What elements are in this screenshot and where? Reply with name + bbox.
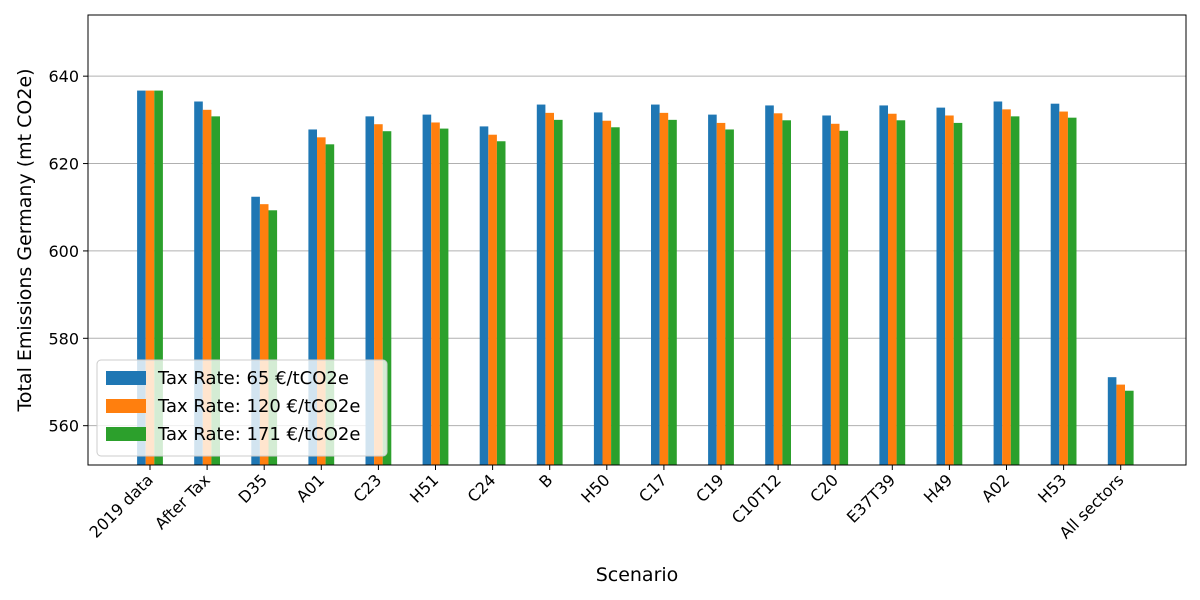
bar [374, 124, 383, 465]
bar [993, 101, 1003, 465]
bars [137, 90, 1134, 466]
bar [488, 134, 497, 465]
bar [154, 90, 163, 465]
bar [1125, 390, 1134, 465]
bar [773, 113, 783, 466]
bar [879, 105, 888, 465]
y-axis-ticks: 560 580 600 620 640 [48, 67, 88, 436]
bar [211, 116, 220, 466]
legend-swatch [106, 371, 146, 385]
x-tick-label: H50 [577, 470, 613, 506]
legend-label: Tax Rate: 65 €/tCO2e [157, 368, 349, 389]
x-tick-label: 2019 data [86, 470, 157, 541]
bar [1116, 384, 1125, 465]
bar [251, 196, 260, 465]
legend-swatch [106, 427, 146, 441]
bar [765, 105, 774, 465]
bar [822, 115, 831, 466]
x-tick-label: H53 [1034, 470, 1070, 506]
bar [716, 122, 726, 465]
bar [259, 204, 269, 466]
y-tick-label: 640 [48, 67, 79, 86]
bar [439, 128, 449, 465]
bar [725, 129, 734, 465]
bar [545, 112, 554, 466]
bar [496, 141, 506, 465]
bar [611, 127, 620, 465]
bar [651, 104, 660, 465]
bar [422, 114, 432, 466]
x-tick-label: D35 [234, 470, 271, 507]
x-tick-label: E37T39 [843, 470, 899, 526]
x-tick-label: C23 [349, 470, 385, 506]
bar [593, 112, 603, 466]
bar [145, 90, 155, 465]
legend-label: Tax Rate: 120 €/tCO2e [157, 396, 360, 417]
bar [431, 122, 440, 465]
bar [317, 137, 326, 465]
x-tick-label: After Tax [151, 470, 214, 533]
bar [782, 120, 791, 465]
bar [365, 116, 375, 466]
legend-swatch [106, 399, 146, 413]
x-axis-label: Scenario [596, 564, 679, 586]
bar [945, 115, 954, 466]
y-tick-label: 600 [48, 242, 79, 261]
bar [536, 104, 546, 465]
bar [896, 120, 906, 465]
bar [602, 120, 612, 465]
bar [668, 119, 677, 465]
bar [1010, 116, 1020, 466]
x-tick-label: A02 [978, 470, 1014, 506]
x-tick-label: C17 [635, 470, 671, 506]
x-tick-label: C24 [464, 470, 500, 506]
bar [554, 119, 563, 465]
bar [479, 126, 489, 465]
bar [268, 210, 278, 465]
bar [830, 123, 840, 465]
bar [202, 109, 212, 465]
x-tick-label: C20 [806, 470, 842, 506]
bar [659, 112, 669, 466]
x-tick-label: H51 [406, 470, 442, 506]
y-tick-label: 580 [48, 329, 79, 348]
x-tick-label: C10T12 [728, 470, 785, 527]
plot-area-frame [87, 14, 1187, 466]
bar [325, 144, 335, 465]
y-tick-label: 560 [48, 417, 79, 436]
bar [839, 130, 849, 465]
bar [708, 114, 717, 466]
bar [308, 129, 317, 465]
bar [1107, 377, 1117, 465]
bar [1002, 109, 1011, 466]
bar [1059, 111, 1068, 466]
x-tick-label: B [535, 470, 556, 491]
bar [1050, 103, 1060, 465]
bar [936, 107, 946, 466]
y-axis-label: Total Emissions Germany (mt CO2e) [14, 68, 36, 412]
x-tick-label: C19 [692, 470, 728, 506]
x-tick-label: H49 [920, 470, 956, 506]
bar [888, 113, 897, 466]
bar [953, 122, 963, 465]
x-tick-label: A01 [293, 470, 329, 506]
legend: Tax Rate: 65 €/tCO2e Tax Rate: 120 €/tCO2… [96, 359, 388, 457]
bar [382, 131, 392, 465]
bar [194, 101, 203, 465]
bar [137, 90, 146, 465]
legend-label: Tax Rate: 171 €/tCO2e [157, 424, 360, 445]
bar [1067, 117, 1077, 466]
y-tick-label: 620 [48, 155, 79, 174]
legend-box [96, 359, 388, 457]
